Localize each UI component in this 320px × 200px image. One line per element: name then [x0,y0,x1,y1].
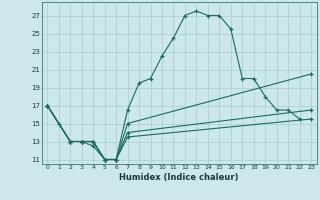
X-axis label: Humidex (Indice chaleur): Humidex (Indice chaleur) [119,173,239,182]
